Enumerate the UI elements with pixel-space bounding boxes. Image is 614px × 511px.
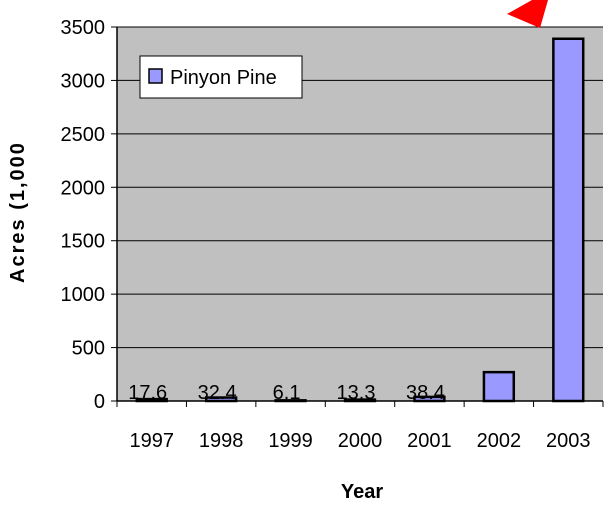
y-tick-labels: 0 500 1000 1500 2000 2500 3000 3500 <box>61 17 117 413</box>
x-tick-label: 1998 <box>199 430 244 452</box>
legend-swatch <box>148 68 163 84</box>
data-label: 17.6 <box>128 382 167 404</box>
x-tick-label: 1997 <box>129 430 174 452</box>
legend: Pinyon Pine <box>139 55 303 99</box>
y-tick-label: 2500 <box>61 124 106 146</box>
data-label: 13.3 <box>337 382 376 404</box>
data-label: 32.4 <box>198 382 237 404</box>
bar-2002 <box>482 370 516 403</box>
x-tick-label: 2002 <box>477 430 522 452</box>
bars <box>135 37 585 403</box>
y-tick-label: 0 <box>94 391 105 413</box>
x-axis-title: Year <box>341 481 383 503</box>
red-arrow-icon <box>507 0 548 28</box>
gridlines <box>117 26 603 349</box>
legend-label: Pinyon Pine <box>170 67 277 89</box>
y-tick-label: 500 <box>72 338 105 360</box>
y-axis-title: Acres (1,000 <box>7 141 29 283</box>
y-tick-label: 1500 <box>61 231 106 253</box>
bar-2003 <box>552 37 585 403</box>
x-tick-label: 2001 <box>407 430 452 452</box>
legend-box <box>139 55 303 99</box>
y-tick-label: 2000 <box>61 177 106 199</box>
y-tick-label: 3500 <box>61 17 106 39</box>
data-label: 38.4 <box>406 382 445 404</box>
y-tick-label: 1000 <box>61 284 106 306</box>
y-tick-label: 3000 <box>61 70 106 92</box>
x-tick-labels: 1997 1998 1999 2000 2001 2002 2003 <box>116 401 604 452</box>
data-label: 6.1 <box>273 382 301 404</box>
x-tick-label: 2003 <box>546 430 591 452</box>
data-labels: 17.6 32.4 6.1 13.3 38.4 <box>128 382 445 404</box>
x-tick-label: 2000 <box>338 430 383 452</box>
x-tick-label: 1999 <box>268 430 313 452</box>
